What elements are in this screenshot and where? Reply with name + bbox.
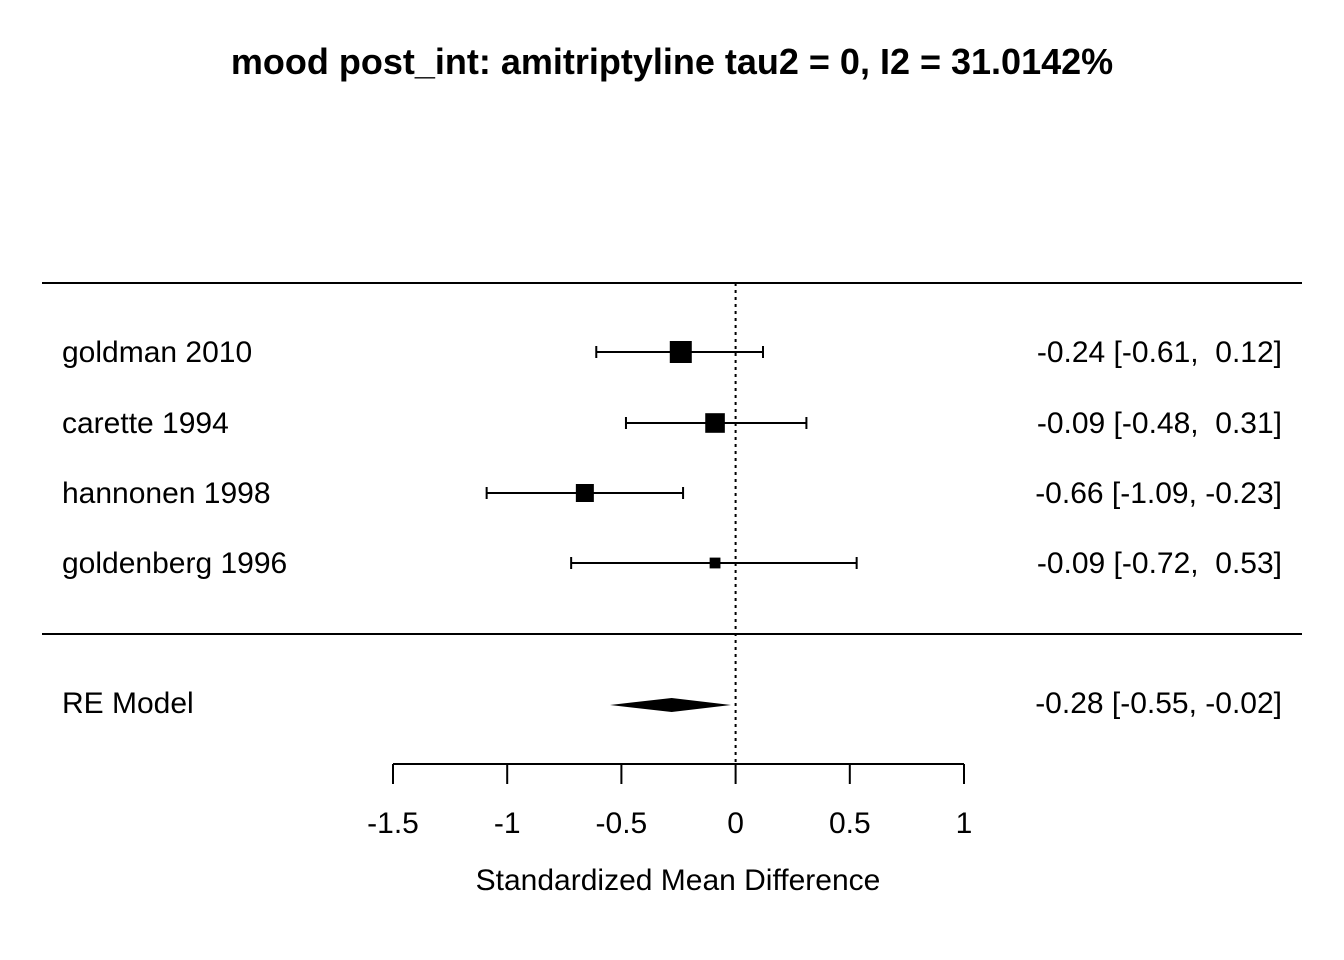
study-ci-text: -0.66 [-1.09, -0.23]: [1035, 477, 1282, 510]
study-label: carette 1994: [62, 407, 229, 440]
chart-title: mood post_int: amitriptyline tau2 = 0, I…: [231, 41, 1113, 82]
point-estimate: [669, 341, 692, 363]
point-estimate: [575, 484, 594, 502]
summary-layer: RE Model -0.28 [-0.55, -0.02]: [62, 687, 1282, 720]
x-tick-label: 0: [727, 807, 744, 840]
study-row: carette 1994 -0.09 [-0.48, 0.31]: [62, 407, 1282, 440]
study-label: hannonen 1998: [62, 477, 271, 510]
point-estimate: [709, 557, 721, 569]
point-estimate: [705, 413, 725, 433]
x-axis: -1.5 -1 -0.5 0 0.5 1: [367, 763, 973, 840]
x-tick-label: 1: [956, 807, 973, 840]
summary-diamond: [609, 698, 732, 712]
study-row: hannonen 1998 -0.66 [-1.09, -0.23]: [62, 477, 1282, 510]
x-tick-label: -0.5: [596, 807, 648, 840]
study-label: goldman 2010: [62, 336, 252, 369]
summary-label: RE Model: [62, 687, 194, 720]
study-ci-text: -0.09 [-0.72, 0.53]: [1037, 547, 1282, 580]
x-tick-label: -1.5: [367, 807, 419, 840]
summary-row: RE Model -0.28 [-0.55, -0.02]: [62, 687, 1282, 720]
x-tick-label: -1: [494, 807, 521, 840]
study-row: goldenberg 1996 -0.09 [-0.72, 0.53]: [62, 547, 1282, 580]
study-label: goldenberg 1996: [62, 547, 287, 580]
study-ci-text: -0.24 [-0.61, 0.12]: [1037, 336, 1282, 369]
study-ci-text: -0.09 [-0.48, 0.31]: [1037, 407, 1282, 440]
summary-ci-text: -0.28 [-0.55, -0.02]: [1035, 687, 1282, 720]
studies-layer: goldman 2010 -0.24 [-0.61, 0.12] carette 1…: [62, 336, 1282, 580]
x-tick-label: 0.5: [829, 807, 871, 840]
x-axis-label: Standardized Mean Difference: [476, 864, 881, 897]
study-row: goldman 2010 -0.24 [-0.61, 0.12]: [62, 336, 1282, 369]
